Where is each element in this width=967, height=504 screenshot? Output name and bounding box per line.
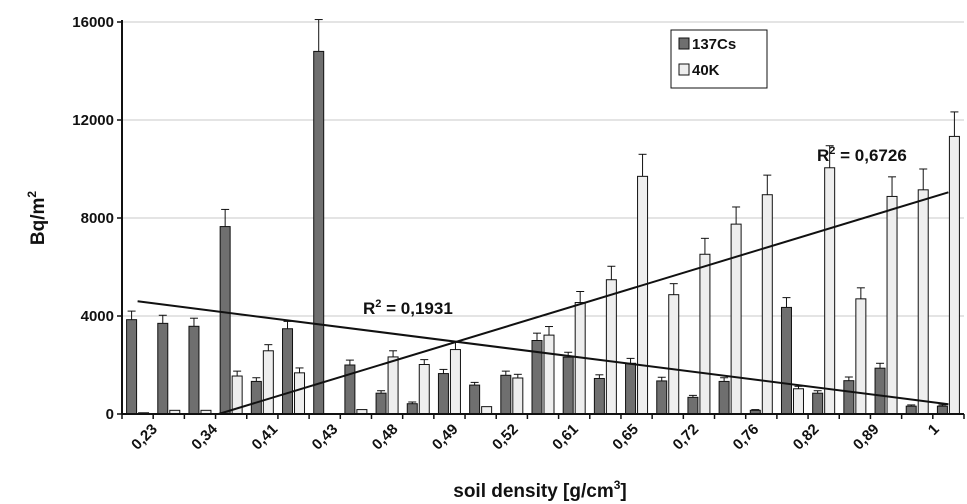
trendline-137cs [137,300,949,406]
trendline-40k [218,191,949,415]
bar-40k [512,377,524,415]
axes [117,20,965,419]
r2-label-137cs: R2 = 0,1931 [363,298,453,318]
r2-label-137cs-sup: 2 [375,298,381,310]
r2-label-40k-value: = 0,6726 [835,146,906,165]
bar-40k [917,189,929,415]
bar-137cs [406,403,418,415]
y-tick-label: 4000 [81,308,114,325]
bar-40k [418,364,430,415]
gridlines [122,21,964,317]
r2-label-137cs-value: = 0,1931 [381,299,452,318]
bar-40k [605,279,617,415]
x-tick-label: 0,23 [128,421,161,454]
bar-40k [886,195,898,415]
x-tick-labels: 0,23 0,34 0,41 0,43 0,48 0,49 0,52 0,61 0,65 0,72… [128,420,943,453]
x-axis-title: soil density [g/cm3] [453,478,627,502]
bar-137cs [500,374,512,415]
bar-40k [543,334,555,415]
legend-label-40k: 40K [692,62,720,79]
x-tick-label: 0,61 [549,421,582,454]
bar-137cs [593,377,605,415]
bar-137cs [936,405,948,415]
bar-137cs [313,50,325,415]
bar-137cs [625,362,637,415]
bar-137cs [437,373,449,415]
x-tick-label: 0,34 [188,420,221,453]
legend-swatch-137cs [678,37,690,50]
y-axis-title-text: Bq/m [28,198,49,246]
legend-label-137cs: 137Cs [692,36,736,53]
r2-label-40k-sup: 2 [829,145,835,157]
x-tick-label: 0,76 [730,421,763,454]
bar-137cs [656,380,668,415]
x-axis-title-sup: 3 [614,478,621,492]
bar-40k [730,223,742,415]
bar-137cs [843,380,855,415]
bar-40k [294,372,306,415]
bar-137cs [562,356,574,415]
r2-label-137cs-r: R [363,299,375,318]
bar-137cs [905,405,917,415]
bar-40k [855,298,867,415]
x-tick-label: 0,65 [609,421,642,454]
bar-40k [481,406,493,415]
r2-label-40k: R2 = 0,6726 [817,145,907,165]
bar-137cs [874,367,886,415]
bar-40k [824,167,836,415]
bar-40k [262,350,274,415]
x-tick-label: 0,43 [309,421,342,454]
bar-137cs [812,392,824,415]
bar-137cs [188,325,200,415]
bar-137cs [250,380,262,415]
bar-137cs [219,226,231,415]
y-tick-label: 16000 [72,14,114,31]
bar-137cs [282,328,294,415]
bar-40k [948,135,960,415]
x-tick-label: 0,89 [850,421,883,454]
bar-40k [449,349,461,415]
x-tick-label: 0,72 [670,421,703,454]
x-axis-title-end: ] [620,481,626,502]
bar-137cs [157,322,169,415]
bar-137cs [780,306,792,415]
y-tick-labels: 0 4000 8000 12000 16000 [72,14,114,423]
legend: 137Cs 40K [670,29,768,89]
bar-40k [792,388,804,415]
bar-137cs [718,380,730,415]
bar-137cs [469,384,481,415]
bar-40k [668,294,680,415]
bars [126,50,960,415]
x-tick-label: 0,82 [790,421,823,454]
y-axis-title-sup: 2 [25,191,39,198]
y-tick-label: 8000 [81,210,114,227]
x-tick-label: 1 [925,421,943,439]
y-axis-title: Bq/m2 [25,191,49,246]
bar-40k [387,356,399,415]
bar-137cs [375,392,387,415]
bar-40k [637,175,649,415]
legend-swatch-40k [678,63,690,76]
x-tick-label: 0,52 [489,421,522,454]
bar-137cs [687,396,699,415]
bar-40k [699,253,711,415]
bar-137cs [126,319,138,415]
x-axis-title-text: soil density [g/cm [453,481,613,502]
r2-label-40k-r: R [817,146,829,165]
y-tick-label: 12000 [72,112,114,129]
x-tick-label: 0,41 [249,421,282,454]
trendlines [137,191,949,415]
x-tick-label: 0,49 [429,421,462,454]
x-tick-label: 0,48 [369,421,402,454]
y-tick-label: 0 [106,406,114,423]
